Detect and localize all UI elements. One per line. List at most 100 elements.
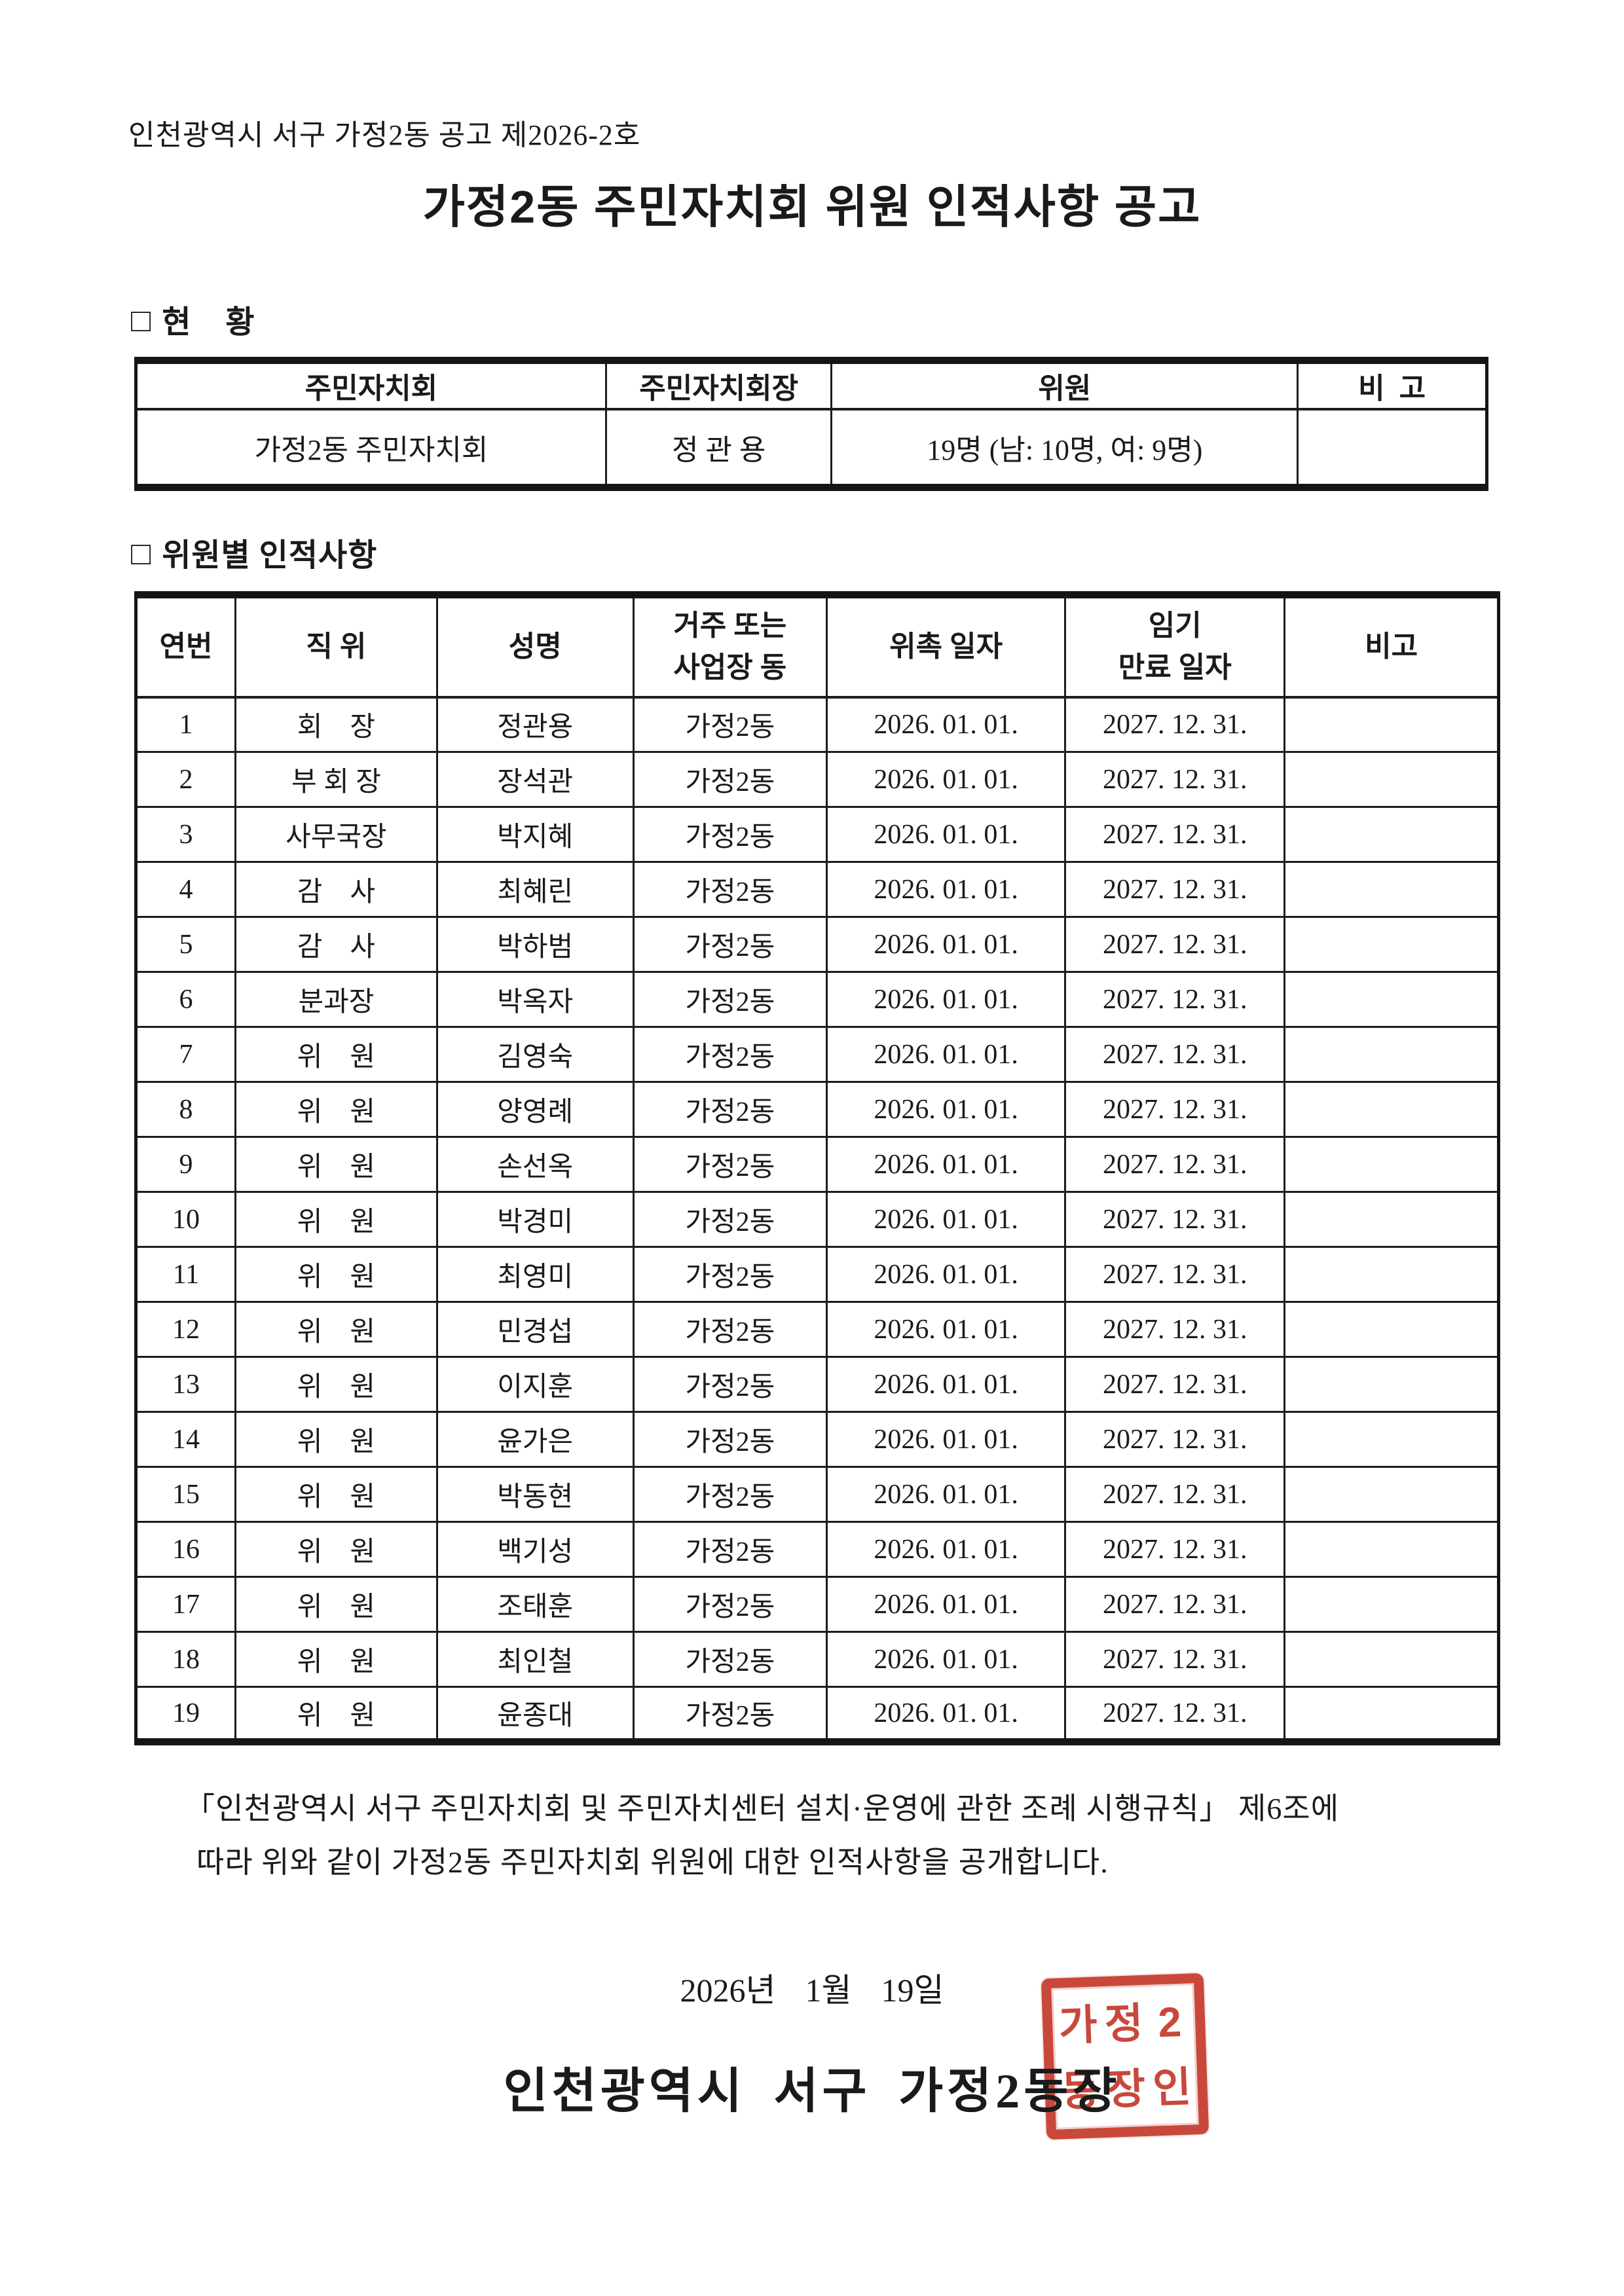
- member-cell-note: [1283, 1576, 1500, 1633]
- member-cell-position: 위 원: [234, 1246, 438, 1303]
- member-cell-seq: 12: [135, 1301, 236, 1358]
- member-cell-position: 위 원: [234, 1521, 438, 1578]
- members-header-note: 비고: [1283, 594, 1500, 699]
- member-row: 4 감 사 최혜린 가정2동 2026. 01. 01. 2027. 12. 3…: [135, 861, 1500, 918]
- member-row: 14 위 원 윤가은 가정2동 2026. 01. 01. 2027. 12. …: [135, 1411, 1500, 1468]
- member-cell-seq: 14: [135, 1411, 236, 1468]
- member-cell-position: 부 회 장: [234, 751, 438, 808]
- member-cell-name: 최혜린: [435, 861, 635, 918]
- member-row: 18 위 원 최인철 가정2동 2026. 01. 01. 2027. 12. …: [135, 1631, 1500, 1688]
- member-cell-term-end: 2027. 12. 31.: [1064, 861, 1286, 918]
- member-cell-appointed: 2026. 01. 01.: [826, 1466, 1067, 1523]
- member-cell-note: [1283, 916, 1500, 973]
- member-cell-dong: 가정2동: [632, 916, 828, 973]
- member-cell-note: [1283, 1301, 1500, 1358]
- member-cell-position: 위 원: [234, 1191, 438, 1248]
- member-cell-seq: 7: [135, 1026, 236, 1083]
- member-cell-note: [1283, 1686, 1500, 1743]
- member-cell-position: 위 원: [234, 1301, 438, 1358]
- member-cell-note: [1283, 806, 1500, 863]
- member-cell-note: [1283, 1466, 1500, 1523]
- member-cell-dong: 가정2동: [632, 1191, 828, 1248]
- member-cell-term-end: 2027. 12. 31.: [1064, 1246, 1286, 1303]
- member-cell-name: 장석관: [435, 751, 635, 808]
- member-cell-appointed: 2026. 01. 01.: [826, 1631, 1067, 1688]
- member-cell-position: 감 사: [234, 916, 438, 973]
- member-cell-appointed: 2026. 01. 01.: [826, 1301, 1067, 1358]
- member-cell-appointed: 2026. 01. 01.: [826, 861, 1067, 918]
- member-row: 11 위 원 최영미 가정2동 2026. 01. 01. 2027. 12. …: [135, 1246, 1500, 1303]
- summary-header-chairman: 주민자치회장: [604, 359, 833, 410]
- member-cell-seq: 19: [135, 1686, 236, 1743]
- member-cell-dong: 가정2동: [632, 1521, 828, 1578]
- member-cell-appointed: 2026. 01. 01.: [826, 1576, 1067, 1633]
- members-table: 연번 직 위 성명 거주 또는 사업장 동 위촉 일자 임기 만료 일자 비고 …: [134, 591, 1500, 1745]
- member-cell-dong: 가정2동: [632, 1686, 828, 1743]
- member-cell-position: 회 장: [234, 696, 438, 753]
- member-cell-position: 사무국장: [234, 806, 438, 863]
- member-cell-name: 백기성: [435, 1521, 635, 1578]
- footer-line2: 따라 위와 같이 가정2동 주민자치회 위원에 대한 인적사항을 공개합니다.: [196, 1846, 1109, 1879]
- member-row: 17 위 원 조태훈 가정2동 2026. 01. 01. 2027. 12. …: [135, 1576, 1500, 1633]
- section-members-label: 위원별 인적사항: [162, 538, 378, 573]
- member-cell-dong: 가정2동: [632, 1411, 828, 1468]
- member-cell-name: 윤가은: [435, 1411, 635, 1468]
- member-cell-name: 조태훈: [435, 1576, 635, 1633]
- members-tbody: 1 회 장 정관용 가정2동 2026. 01. 01. 2027. 12. 3…: [135, 696, 1500, 1743]
- member-cell-seq: 9: [135, 1136, 236, 1193]
- member-cell-term-end: 2027. 12. 31.: [1064, 1301, 1286, 1358]
- member-cell-appointed: 2026. 01. 01.: [826, 751, 1067, 808]
- notice-number: 인천광역시 서구 가정2동 공고 제2026-2호: [128, 119, 641, 151]
- footer-paragraph: 「인천광역시 서구 주민자치회 및 주민자치센터 설치·운영에 관한 조례 시행…: [185, 1782, 1339, 1889]
- member-row: 6 분과장 박옥자 가정2동 2026. 01. 01. 2027. 12. 3…: [135, 971, 1500, 1028]
- member-cell-term-end: 2027. 12. 31.: [1064, 806, 1286, 863]
- member-cell-term-end: 2027. 12. 31.: [1064, 1521, 1286, 1578]
- member-cell-note: [1283, 1631, 1500, 1688]
- member-cell-term-end: 2027. 12. 31.: [1064, 1576, 1286, 1633]
- member-cell-name: 윤종대: [435, 1686, 635, 1743]
- members-header-dong: 거주 또는 사업장 동: [632, 594, 828, 699]
- member-row: 15 위 원 박동현 가정2동 2026. 01. 01. 2027. 12. …: [135, 1466, 1500, 1523]
- member-cell-appointed: 2026. 01. 01.: [826, 1411, 1067, 1468]
- member-cell-term-end: 2027. 12. 31.: [1064, 1026, 1286, 1083]
- member-cell-name: 양영례: [435, 1081, 635, 1138]
- member-cell-term-end: 2027. 12. 31.: [1064, 751, 1286, 808]
- member-row: 16 위 원 백기성 가정2동 2026. 01. 01. 2027. 12. …: [135, 1521, 1500, 1578]
- member-cell-name: 손선옥: [435, 1136, 635, 1193]
- date-line: 2026년 1월 19일: [680, 1972, 944, 2009]
- member-row: 5 감 사 박하범 가정2동 2026. 01. 01. 2027. 12. 3…: [135, 916, 1500, 973]
- member-cell-term-end: 2027. 12. 31.: [1064, 1356, 1286, 1413]
- member-cell-appointed: 2026. 01. 01.: [826, 971, 1067, 1028]
- member-cell-position: 위 원: [234, 1631, 438, 1688]
- member-cell-position: 위 원: [234, 1576, 438, 1633]
- summary-header-members: 위원: [830, 359, 1299, 410]
- member-cell-position: 위 원: [234, 1466, 438, 1523]
- summary-cell-chairman: 정 관 용: [604, 408, 833, 488]
- member-cell-note: [1283, 1191, 1500, 1248]
- member-row: 9 위 원 손선옥 가정2동 2026. 01. 01. 2027. 12. 3…: [135, 1136, 1500, 1193]
- square-bullet-icon: □: [131, 302, 152, 338]
- member-cell-appointed: 2026. 01. 01.: [826, 1246, 1067, 1303]
- summary-row: 가정2동 주민자치회 정 관 용 19명 (남: 10명, 여: 9명): [135, 408, 1488, 488]
- member-cell-position: 위 원: [234, 1411, 438, 1468]
- member-cell-dong: 가정2동: [632, 1136, 828, 1193]
- members-header-name: 성명: [435, 594, 635, 699]
- member-row: 10 위 원 박경미 가정2동 2026. 01. 01. 2027. 12. …: [135, 1191, 1500, 1248]
- member-cell-appointed: 2026. 01. 01.: [826, 1191, 1067, 1248]
- member-cell-appointed: 2026. 01. 01.: [826, 806, 1067, 863]
- member-cell-appointed: 2026. 01. 01.: [826, 916, 1067, 973]
- member-cell-note: [1283, 751, 1500, 808]
- member-cell-note: [1283, 1026, 1500, 1083]
- member-cell-dong: 가정2동: [632, 1356, 828, 1413]
- summary-header-row: 주민자치회 주민자치회장 위원 비 고: [135, 359, 1488, 410]
- member-cell-appointed: 2026. 01. 01.: [826, 1686, 1067, 1743]
- member-cell-note: [1283, 1136, 1500, 1193]
- members-header-term-end: 임기 만료 일자: [1064, 594, 1286, 699]
- member-cell-position: 위 원: [234, 1026, 438, 1083]
- member-cell-appointed: 2026. 01. 01.: [826, 1026, 1067, 1083]
- member-cell-seq: 4: [135, 861, 236, 918]
- member-cell-term-end: 2027. 12. 31.: [1064, 1191, 1286, 1248]
- members-header-row: 연번 직 위 성명 거주 또는 사업장 동 위촉 일자 임기 만료 일자 비고: [135, 594, 1500, 699]
- member-cell-seq: 15: [135, 1466, 236, 1523]
- member-cell-note: [1283, 1521, 1500, 1578]
